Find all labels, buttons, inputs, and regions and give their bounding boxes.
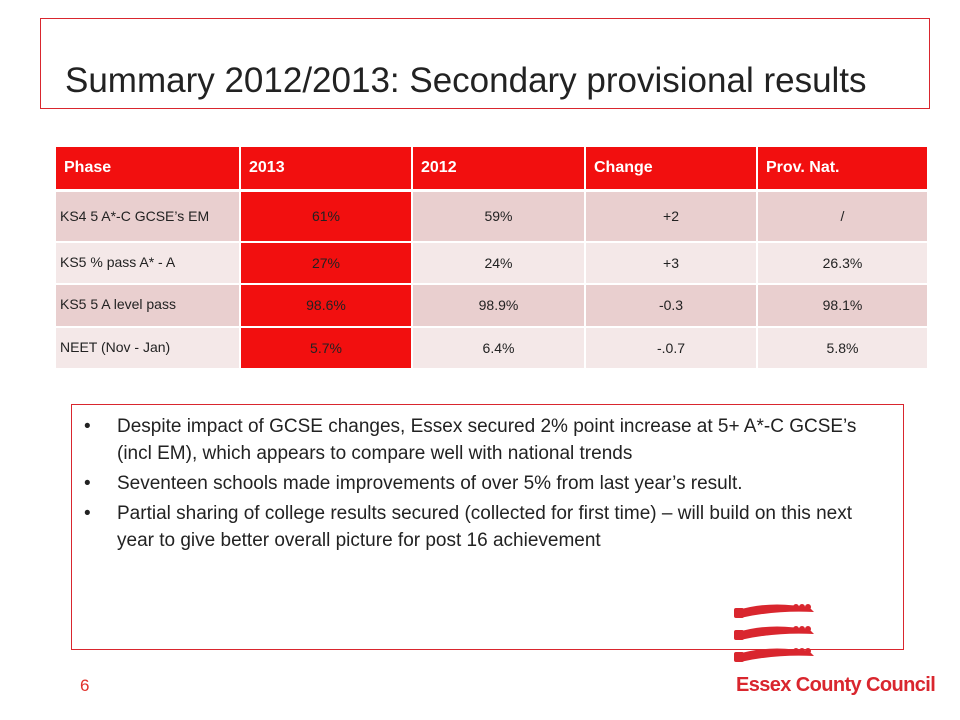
cell-change: -.0.7 [585,326,758,370]
list-item: • Despite impact of GCSE changes, Essex … [72,413,887,467]
cell-2013: 61% [240,190,413,243]
table-row: KS5 % pass A* - A 27% 24% +3 26.3% [56,241,929,285]
bullet-text: Seventeen schools made improvements of o… [117,473,743,494]
cell-phase: KS4 5 A*-C GCSE’s EM [56,190,241,243]
bullet-glyph: • [84,503,91,524]
cell-2012: 24% [412,241,586,285]
header-prov-nat: Prov. Nat. [757,147,929,192]
table-row: KS5 5 A level pass 98.6% 98.9% -0.3 98.1… [56,283,929,328]
slide-title: Summary 2012/2013: Secondary provisional… [65,61,867,100]
bullet-glyph: • [84,473,91,494]
cell-2012: 6.4% [412,326,586,370]
summary-bullet-list: • Despite impact of GCSE changes, Essex … [72,413,887,557]
page-number: 6 [80,676,90,695]
cell-prov-nat: / [757,190,929,243]
bullet-glyph: • [84,416,91,437]
cell-2013: 98.6% [240,283,413,328]
list-item: • Partial sharing of college results sec… [72,500,887,554]
list-item: • Seventeen schools made improvements of… [72,470,887,497]
cell-2013: 27% [240,241,413,285]
table-row: NEET (Nov - Jan) 5.7% 6.4% -.0.7 5.8% [56,326,929,370]
cell-phase: KS5 % pass A* - A [56,241,241,285]
cell-2013: 5.7% [240,326,413,370]
three-seaxes-icon [734,604,814,662]
cell-2012: 98.9% [412,283,586,328]
results-table: Phase 2013 2012 Change Prov. Nat. KS4 5 … [56,147,929,370]
cell-phase: NEET (Nov - Jan) [56,326,241,370]
title-box: Summary 2012/2013: Secondary provisional… [40,18,930,109]
header-2013: 2013 [240,147,413,192]
bullet-text: Despite impact of GCSE changes, Essex se… [117,416,857,464]
cell-phase: KS5 5 A level pass [56,283,241,328]
cell-prov-nat: 98.1% [757,283,929,328]
cell-change: +2 [585,190,758,243]
bullet-text: Partial sharing of college results secur… [117,503,852,551]
header-2012: 2012 [412,147,586,192]
cell-prov-nat: 26.3% [757,241,929,285]
cell-change: -0.3 [585,283,758,328]
table-header-row: Phase 2013 2012 Change Prov. Nat. [56,147,929,192]
logo-wordmark: Essex County Council [736,674,936,696]
summary-bullets-box: • Despite impact of GCSE changes, Essex … [71,404,904,650]
cell-2012: 59% [412,190,586,243]
header-phase: Phase [56,147,241,192]
header-change: Change [585,147,758,192]
table-row: KS4 5 A*-C GCSE’s EM 61% 59% +2 / [56,190,929,243]
cell-prov-nat: 5.8% [757,326,929,370]
cell-change: +3 [585,241,758,285]
